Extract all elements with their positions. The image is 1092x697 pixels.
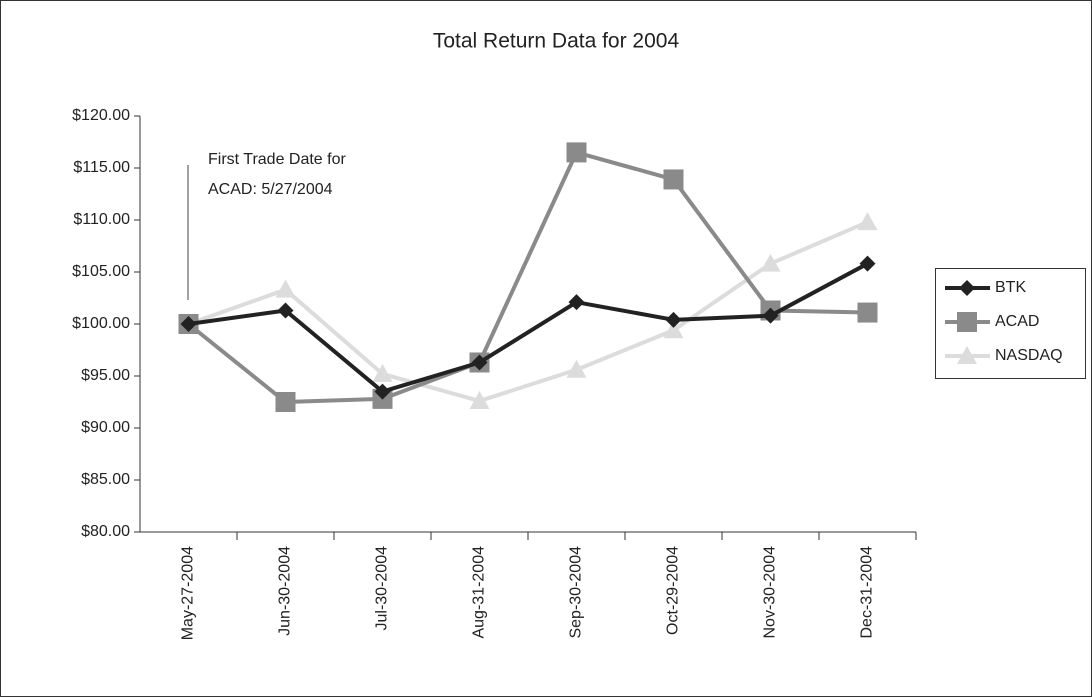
diamond-marker — [762, 307, 779, 324]
y-tick-label: $95.00 — [81, 367, 130, 384]
y-tick-label: $105.00 — [72, 263, 130, 280]
annotation: First Trade Date for — [208, 151, 346, 168]
triangle-marker — [372, 363, 393, 382]
series-line — [187, 220, 869, 403]
y-tick-label: $120.00 — [72, 107, 130, 124]
diamond-marker — [568, 294, 585, 311]
square-marker — [957, 312, 977, 332]
triangle-marker — [957, 346, 977, 364]
diamond-marker — [277, 302, 294, 319]
legend-label: ACAD — [995, 313, 1039, 330]
triangle-marker — [857, 212, 878, 231]
y-tick-label: $100.00 — [72, 315, 130, 332]
diamond-marker — [180, 316, 197, 332]
square-marker — [275, 392, 296, 412]
triangle-marker — [469, 390, 490, 409]
triangle-marker — [760, 253, 781, 272]
x-tick-label: Sep-30-2004 — [568, 546, 585, 639]
diamond-marker — [374, 383, 391, 400]
x-tick-label: Aug-31-2004 — [471, 546, 488, 639]
square-marker — [566, 142, 587, 163]
triangle-marker — [663, 320, 684, 339]
y-tick-label: $90.00 — [81, 419, 130, 436]
annotation: ACAD: 5/27/2004 — [208, 181, 333, 198]
x-tick-label: Jun-30-2004 — [277, 546, 294, 636]
x-tick-label: Dec-31-2004 — [859, 546, 876, 639]
series-line — [187, 150, 868, 404]
diamond-marker — [859, 255, 876, 272]
x-tick-label: Nov-30-2004 — [762, 546, 779, 639]
series-line — [188, 261, 869, 394]
triangle-marker — [566, 359, 587, 378]
diamond-marker — [959, 280, 975, 296]
y-tick-label: $110.00 — [73, 211, 130, 228]
legend-label: BTK — [995, 279, 1026, 296]
y-tick-label: $85.00 — [81, 471, 130, 488]
x-tick-label: Jul-30-2004 — [374, 546, 391, 631]
square-marker — [857, 302, 878, 323]
x-tick-label: May-27-2004 — [180, 546, 197, 640]
diamond-marker — [665, 311, 682, 328]
triangle-marker — [275, 279, 296, 298]
legend-label: NASDAQ — [995, 347, 1063, 364]
y-tick-label: $115.00 — [73, 159, 130, 176]
x-tick-label: Oct-29-2004 — [665, 546, 682, 635]
y-tick-label: $80.00 — [81, 523, 130, 540]
diamond-marker — [471, 354, 488, 371]
square-marker — [663, 169, 684, 190]
chart-title: Total Return Data for 2004 — [433, 30, 680, 53]
